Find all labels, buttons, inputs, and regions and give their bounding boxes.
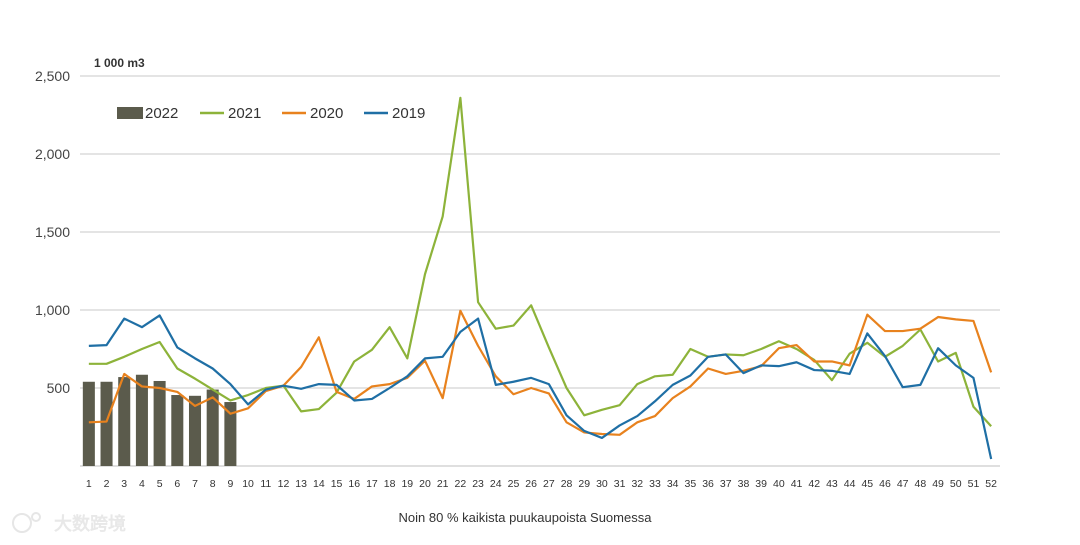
x-tick-label: 48 (915, 478, 927, 490)
line-series-2020 (88, 309, 993, 436)
line-series (88, 96, 993, 460)
x-tick-label: 26 (525, 478, 537, 490)
x-tick-label: 28 (561, 478, 573, 490)
bar-2022 (224, 402, 237, 466)
bar-2022 (82, 381, 95, 466)
y-tick-label: 500 (47, 380, 71, 396)
x-tick-label: 7 (192, 478, 198, 490)
line-series-2021 (88, 96, 992, 427)
x-tick-label: 51 (968, 478, 980, 490)
y-tick-label: 2,000 (35, 146, 70, 162)
x-tick-label: 30 (596, 478, 608, 490)
x-tick-label: 6 (174, 478, 180, 490)
legend-label-2020: 2020 (310, 105, 343, 122)
x-tick-label: 33 (649, 478, 661, 490)
x-tick-label: 46 (879, 478, 891, 490)
x-tick-label: 50 (950, 478, 962, 490)
x-tick-label: 18 (384, 478, 396, 490)
bar-2022 (188, 395, 202, 466)
line-series-2019 (88, 314, 993, 460)
x-tick-label: 43 (826, 478, 838, 490)
y-tick-label: 1,000 (35, 302, 70, 318)
watermark-text: 大数跨境 (54, 513, 126, 535)
x-tick-label: 34 (667, 478, 679, 490)
bar-2022 (153, 380, 166, 466)
x-tick-label: 17 (366, 478, 378, 490)
x-tick-label: 20 (419, 478, 431, 490)
x-tick-label: 32 (631, 478, 643, 490)
x-tick-label: 16 (348, 478, 360, 490)
legend-label-2022: 2022 (145, 105, 178, 122)
legend-label-2019: 2019 (392, 105, 425, 122)
x-tick-label: 41 (791, 478, 803, 490)
legend-swatch-2022 (117, 107, 143, 119)
x-tick-label: 25 (508, 478, 520, 490)
x-tick-label: 11 (260, 478, 271, 490)
x-tick-label: 14 (313, 478, 325, 490)
x-tick-label: 39 (755, 478, 767, 490)
x-tick-label: 22 (455, 478, 467, 490)
x-tick-label: 36 (702, 478, 714, 490)
x-tick-label: 2 (104, 478, 110, 490)
x-tick-label: 37 (720, 478, 732, 490)
x-tick-label: 31 (614, 478, 626, 490)
y-axis-ticks: 500 1,000 1,500 2,000 2,500 (35, 68, 70, 396)
x-tick-label: 3 (121, 478, 127, 490)
bar-2022 (100, 381, 113, 466)
x-tick-label: 44 (844, 478, 856, 490)
x-tick-label: 47 (897, 478, 909, 490)
legend: 2022 2021 2020 2019 (117, 105, 425, 122)
watermark-logo (12, 513, 32, 533)
x-tick-label: 42 (808, 478, 820, 490)
bars-2022 (82, 374, 237, 466)
x-tick-label: 35 (685, 478, 697, 490)
x-tick-label: 1 (86, 478, 92, 490)
x-tick-label: 21 (437, 478, 449, 490)
x-tick-label: 8 (210, 478, 216, 490)
watermark: 大数跨境 (12, 512, 126, 535)
x-tick-label: 29 (578, 478, 590, 490)
x-tick-label: 4 (139, 478, 145, 490)
bar-2022 (171, 395, 184, 466)
x-tick-label: 10 (242, 478, 254, 490)
x-tick-label: 13 (295, 478, 307, 490)
x-tick-label: 52 (985, 478, 997, 490)
x-axis-ticks: 1 2 3 4 5 6 7 8 9 10 11 12 13 14 15 16 17 18 19 20 21 22 23 24 2… (86, 478, 997, 490)
bar-2022 (118, 377, 131, 466)
x-tick-label: 38 (738, 478, 750, 490)
x-tick-label: 27 (543, 478, 555, 490)
watermark-logo-dot (31, 512, 41, 522)
unit-label: 1 000 m3 (94, 56, 145, 70)
x-tick-label: 12 (278, 478, 290, 490)
x-tick-label: 19 (401, 478, 413, 490)
x-tick-label: 23 (472, 478, 484, 490)
x-axis-label: Noin 80 % kaikista puukaupoista Suomessa (399, 510, 653, 525)
y-tick-label: 2,500 (35, 68, 70, 84)
bar-2022 (206, 389, 219, 466)
x-tick-label: 5 (157, 478, 163, 490)
y-tick-label: 1,500 (35, 224, 70, 240)
bar-2022 (135, 374, 148, 466)
x-tick-label: 45 (861, 478, 873, 490)
x-tick-label: 24 (490, 478, 502, 490)
x-tick-label: 40 (773, 478, 785, 490)
x-tick-label: 49 (932, 478, 944, 490)
x-tick-label: 15 (331, 478, 343, 490)
x-tick-label: 9 (227, 478, 233, 490)
legend-label-2021: 2021 (228, 105, 261, 122)
